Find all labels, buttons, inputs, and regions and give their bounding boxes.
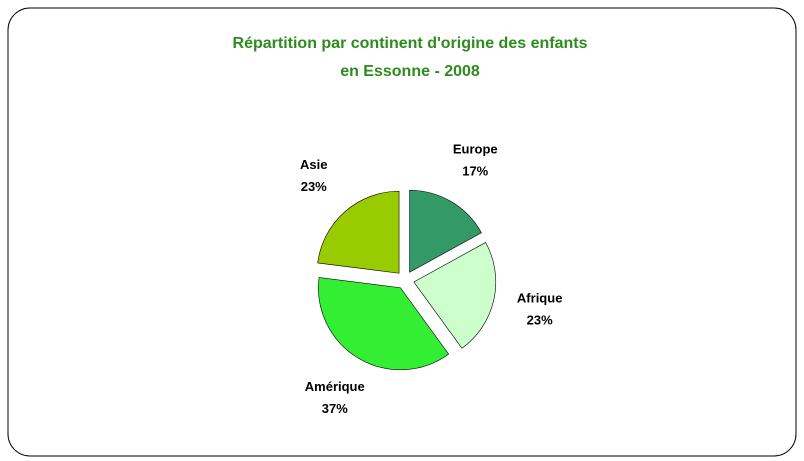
slice-value: 37% (322, 401, 348, 416)
pie-slice (413, 242, 497, 349)
chart-title: en Essonne - 2008 (340, 63, 480, 80)
slice-label: Amérique (305, 379, 365, 394)
slice-value: 23% (527, 313, 553, 328)
chart-frame (7, 7, 797, 457)
pie-slice (409, 189, 482, 273)
pie-slice (317, 190, 400, 274)
slice-label: Afrique (517, 291, 563, 306)
slice-label: Europe (453, 142, 498, 157)
pie-slice (318, 277, 450, 371)
slice-value: 17% (462, 164, 488, 179)
chart-title: Répartition par continent d'origine des … (233, 35, 588, 52)
slice-label: Asie (300, 157, 327, 172)
slice-value: 23% (301, 179, 327, 194)
